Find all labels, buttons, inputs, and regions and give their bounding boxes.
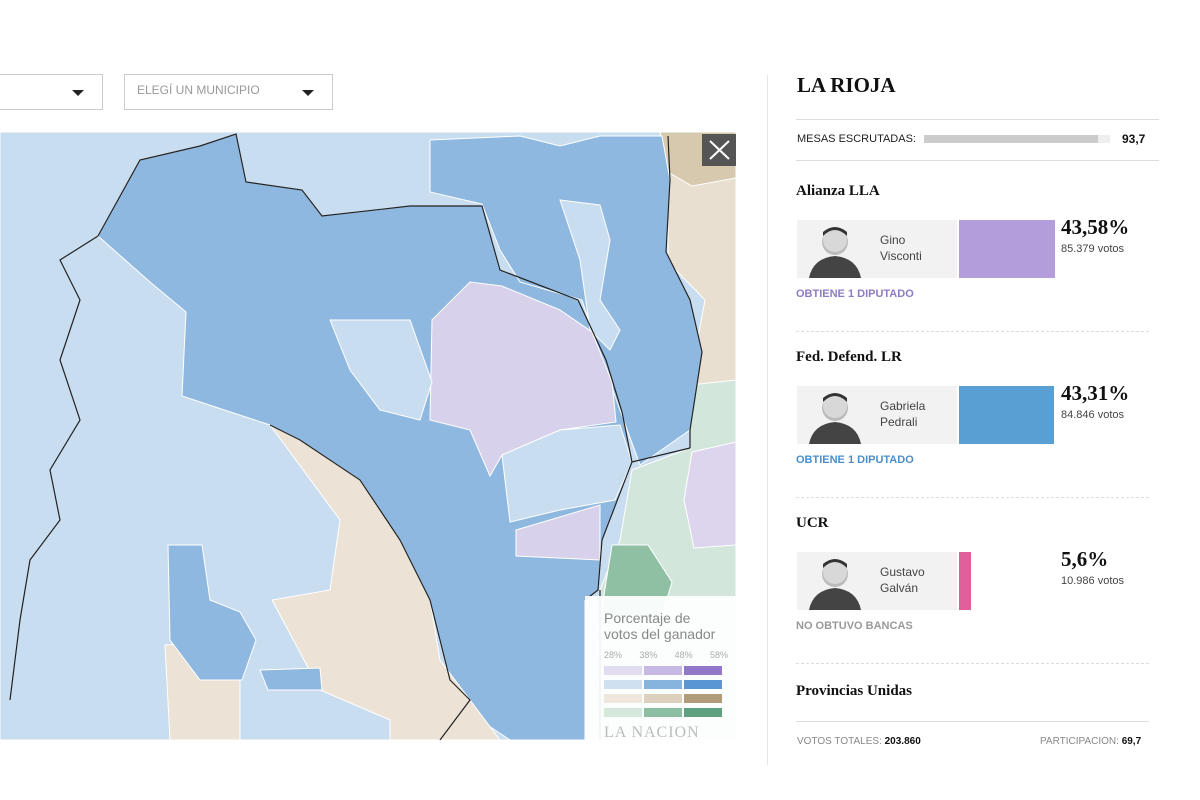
candidate-photo	[809, 227, 861, 278]
candidate-name: Gustavo Galván	[880, 564, 925, 596]
region	[559, 199, 621, 351]
separator	[796, 331, 1149, 332]
vote-bar	[959, 552, 972, 610]
legend-scale-label: 48%	[674, 650, 693, 660]
mesas-bar	[924, 135, 1099, 143]
party-name: Provincias Unidas	[796, 683, 912, 699]
select-placeholder: ELEGÍ UN MUNICIPIO	[137, 83, 260, 97]
candidate-name-line: Gino	[880, 233, 906, 247]
candidate-card: Gino Visconti	[797, 220, 957, 278]
region	[429, 281, 617, 478]
rule	[796, 119, 1159, 120]
vote-bar	[959, 386, 1055, 444]
total-votes-value: 203.860	[884, 736, 921, 747]
vote-share: 43,31%	[1061, 381, 1130, 405]
vote-count: 84.846 votos	[1061, 409, 1124, 421]
total-votes: VOTOS TOTALES: 203.860	[797, 736, 921, 747]
region	[329, 319, 433, 421]
party-name: UCR	[796, 515, 829, 531]
legend-title: Porcentaje de votos del ganador	[604, 610, 715, 642]
legend-title-line: votos del ganador	[604, 626, 716, 642]
vote-share: 43,58%	[1061, 215, 1130, 239]
separator	[796, 497, 1149, 498]
swatch-row	[604, 708, 722, 717]
province-select[interactable]	[0, 74, 103, 110]
legend-scale-label: 58%	[709, 650, 728, 660]
candidate-photo	[809, 559, 861, 610]
legend-title-line: Porcentaje de	[604, 610, 691, 626]
rule	[796, 721, 1149, 722]
swatch-row	[604, 680, 722, 689]
vote-count: 10.986 votos	[1061, 575, 1124, 587]
candidate-name-line: Pedrali	[880, 415, 918, 429]
seat-result: NO OBTUVO BANCAS	[796, 620, 913, 632]
region	[501, 424, 633, 523]
candidate-card: Gustavo Galván	[797, 552, 957, 610]
region	[683, 441, 736, 549]
mesas-track	[924, 135, 1110, 143]
total-votes-label: VOTOS TOTALES:	[797, 736, 882, 747]
participation-label: PARTICIPACIÓN:	[1040, 736, 1119, 747]
candidate-name: Gino Visconti	[880, 232, 922, 264]
legend-swatches	[604, 666, 722, 717]
swatch-row	[604, 666, 722, 675]
region	[167, 544, 257, 681]
candidate-name-line: Gustavo	[880, 565, 925, 579]
candidate-card: Gabriela Pedrali	[797, 386, 957, 444]
close-button[interactable]	[702, 134, 736, 166]
candidate-name-line: Galván	[880, 581, 919, 595]
mesas-label: MESAS ESCRUTADAS:	[797, 133, 916, 145]
map-legend: Porcentaje de votos del ganador 28% 38% …	[585, 596, 736, 741]
candidate-name-line: Gabriela	[880, 399, 926, 413]
rule	[796, 160, 1159, 161]
party-partial: Provincias Unidas	[796, 666, 1149, 720]
candidate-name-line: Visconti	[880, 249, 922, 263]
map	[0, 132, 736, 740]
vote-count: 85.379 votos	[1061, 243, 1124, 255]
party-name: Fed. Defend. LR	[796, 349, 902, 365]
seat-result: OBTIENE 1 DIPUTADO	[796, 454, 914, 466]
vote-bar	[959, 220, 1055, 278]
candidate-photo	[809, 393, 861, 444]
divider	[767, 75, 768, 765]
legend-scale-label: 38%	[639, 650, 658, 660]
region	[259, 667, 323, 691]
legend-scale-label: 28%	[604, 650, 623, 660]
seat-result: OBTIENE 1 DIPUTADO	[796, 288, 914, 300]
candidate-name: Gabriela Pedrali	[880, 398, 925, 430]
panel-title: LA RIOJA	[797, 73, 896, 97]
vote-share: 5,6%	[1061, 547, 1109, 571]
separator	[796, 663, 1149, 664]
participation-value: 69,7	[1121, 736, 1142, 747]
close-icon	[709, 140, 730, 160]
party-name: Alianza LLA	[796, 183, 880, 199]
map-credit: LA NACION	[604, 724, 700, 741]
legend-scale: 28% 38% 48% 58%	[604, 650, 728, 660]
mesas-value: 93,7	[1122, 132, 1146, 146]
participation: PARTICIPACIÓN: 69,7	[1040, 736, 1153, 747]
municipality-select[interactable]: ELEGÍ UN MUNICIPIO	[124, 74, 333, 110]
swatch-row	[604, 694, 722, 703]
